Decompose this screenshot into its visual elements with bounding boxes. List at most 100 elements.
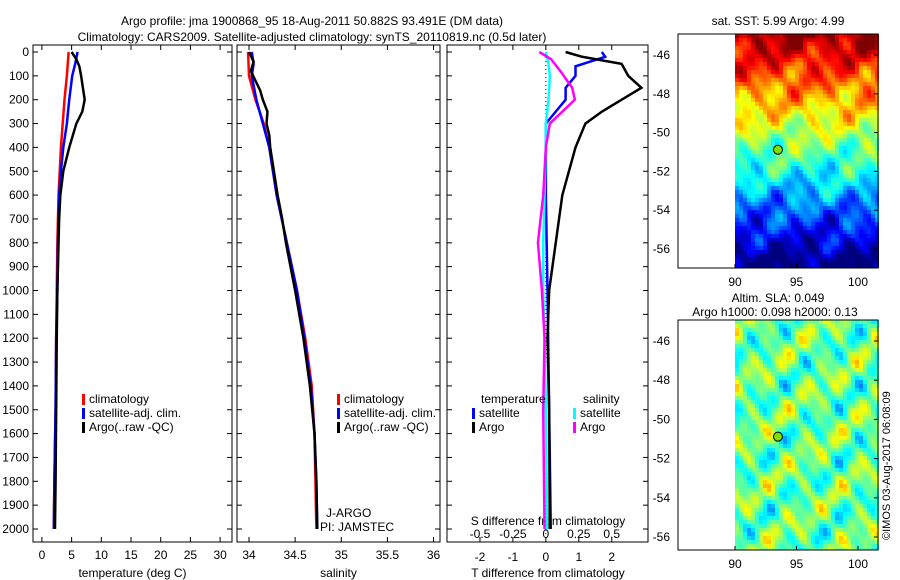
sst-map-cell — [807, 106, 811, 110]
sst-map-cell — [827, 130, 831, 134]
sst-map-cell — [875, 194, 879, 198]
sla-map-cell — [807, 544, 811, 548]
sst-map-cell — [799, 102, 803, 106]
sla-map-cell — [735, 464, 739, 468]
sst-map-cell — [791, 114, 795, 118]
sst-map-cell — [847, 102, 851, 106]
sst-map-cell — [875, 42, 879, 46]
sla-map-cell — [783, 392, 787, 396]
sst-map-cell — [779, 234, 783, 238]
sla-map-cell — [855, 548, 859, 550]
sla-map-cell — [855, 460, 859, 464]
sst-map-cell — [751, 130, 755, 134]
sst-map-cell — [735, 94, 739, 98]
sla-map-cell — [847, 376, 851, 380]
sla-map-cell — [751, 360, 755, 364]
sst-map-cell — [767, 94, 771, 98]
sst-map-cell — [763, 194, 767, 198]
sst-map-cell — [755, 258, 759, 262]
sla-map-cell — [847, 512, 851, 516]
sla-map-cell — [751, 480, 755, 484]
sst-map-cell — [839, 46, 843, 50]
sst-map-cell — [847, 126, 851, 130]
sst-map-cell — [775, 262, 779, 266]
sla-map-cell — [811, 408, 815, 412]
sst-map-cell — [831, 118, 835, 122]
sla-map-cell — [851, 528, 855, 532]
sst-map-cell — [819, 258, 823, 262]
sla-map-cell — [755, 336, 759, 340]
sst-map-cell — [763, 58, 767, 62]
sst-map-cell — [759, 38, 763, 42]
sst-map-cell — [839, 206, 843, 210]
sst-map-cell — [787, 242, 791, 246]
sst-map-cell — [775, 170, 779, 174]
sla-map-cell — [779, 444, 783, 448]
sst-map-cell — [823, 186, 827, 190]
sst-map-cell — [779, 254, 783, 258]
sla-map-cell — [743, 384, 747, 388]
sla-map-cell — [875, 336, 879, 340]
sst-map-cell — [779, 230, 783, 234]
sla-map-cell — [827, 420, 831, 424]
sla-map-cell — [743, 456, 747, 460]
sst-map-cell — [835, 142, 839, 146]
sla-map-cell — [827, 436, 831, 440]
sst-map-cell — [739, 206, 743, 210]
sst-map-cell — [843, 242, 847, 246]
sla-map-cell — [743, 504, 747, 508]
sla-map-cell — [871, 460, 875, 464]
sst-map-cell — [863, 74, 867, 78]
sst-map-cell — [775, 74, 779, 78]
sla-map-cell — [767, 448, 771, 452]
sla-map-cell — [871, 420, 875, 424]
sla-map-cell — [831, 544, 835, 548]
sst-map-cell — [799, 162, 803, 166]
sla-map-cell — [803, 492, 807, 496]
sst-map-cell — [807, 262, 811, 266]
sla-map-cell — [843, 432, 847, 436]
sla-map-cell — [847, 500, 851, 504]
sst-map-cell — [771, 102, 775, 106]
sst-map-cell — [867, 142, 871, 146]
sst-map-cell — [795, 222, 799, 226]
sla-map-cell — [775, 332, 779, 336]
sst-map-cell — [771, 126, 775, 130]
sla-map-cell — [751, 376, 755, 380]
sst-map-cell — [851, 142, 855, 146]
sst-map-cell — [751, 254, 755, 258]
sst-map-cell — [843, 50, 847, 54]
sla-map-cell — [747, 464, 751, 468]
sst-map-cell — [803, 162, 807, 166]
sst-map-cell — [771, 230, 775, 234]
sla-map-cell — [767, 344, 771, 348]
sst-map-cell — [863, 178, 867, 182]
sst-map-cell — [739, 170, 743, 174]
sla-map-cell — [791, 344, 795, 348]
sst-map-cell — [779, 190, 783, 194]
sst-map-cell — [823, 146, 827, 150]
sla-map-cell — [859, 440, 863, 444]
sst-map-cell — [759, 262, 763, 266]
sst-map-cell — [847, 46, 851, 50]
sla-map-cell — [735, 532, 739, 536]
sst-map-cell — [819, 206, 823, 210]
sst-map-cell — [783, 246, 787, 250]
sla-map-cell — [767, 500, 771, 504]
sla-map-cell — [787, 412, 791, 416]
sla-map-cell — [755, 332, 759, 336]
sst-map-cell — [819, 130, 823, 134]
sst-map-cell — [863, 202, 867, 206]
sla-map-cell — [807, 516, 811, 520]
sst-map-cell — [843, 34, 847, 38]
sla-map-cell — [751, 428, 755, 432]
sla-map-cell — [847, 436, 851, 440]
sla-map-cell — [747, 392, 751, 396]
sla-map-cell — [847, 516, 851, 520]
sla-map-cell — [851, 332, 855, 336]
sla-map-cell — [855, 364, 859, 368]
sla-map-cell — [859, 464, 863, 468]
sst-map-cell — [783, 134, 787, 138]
sst-map-cell — [815, 210, 819, 214]
sst-map-cell — [867, 158, 871, 162]
